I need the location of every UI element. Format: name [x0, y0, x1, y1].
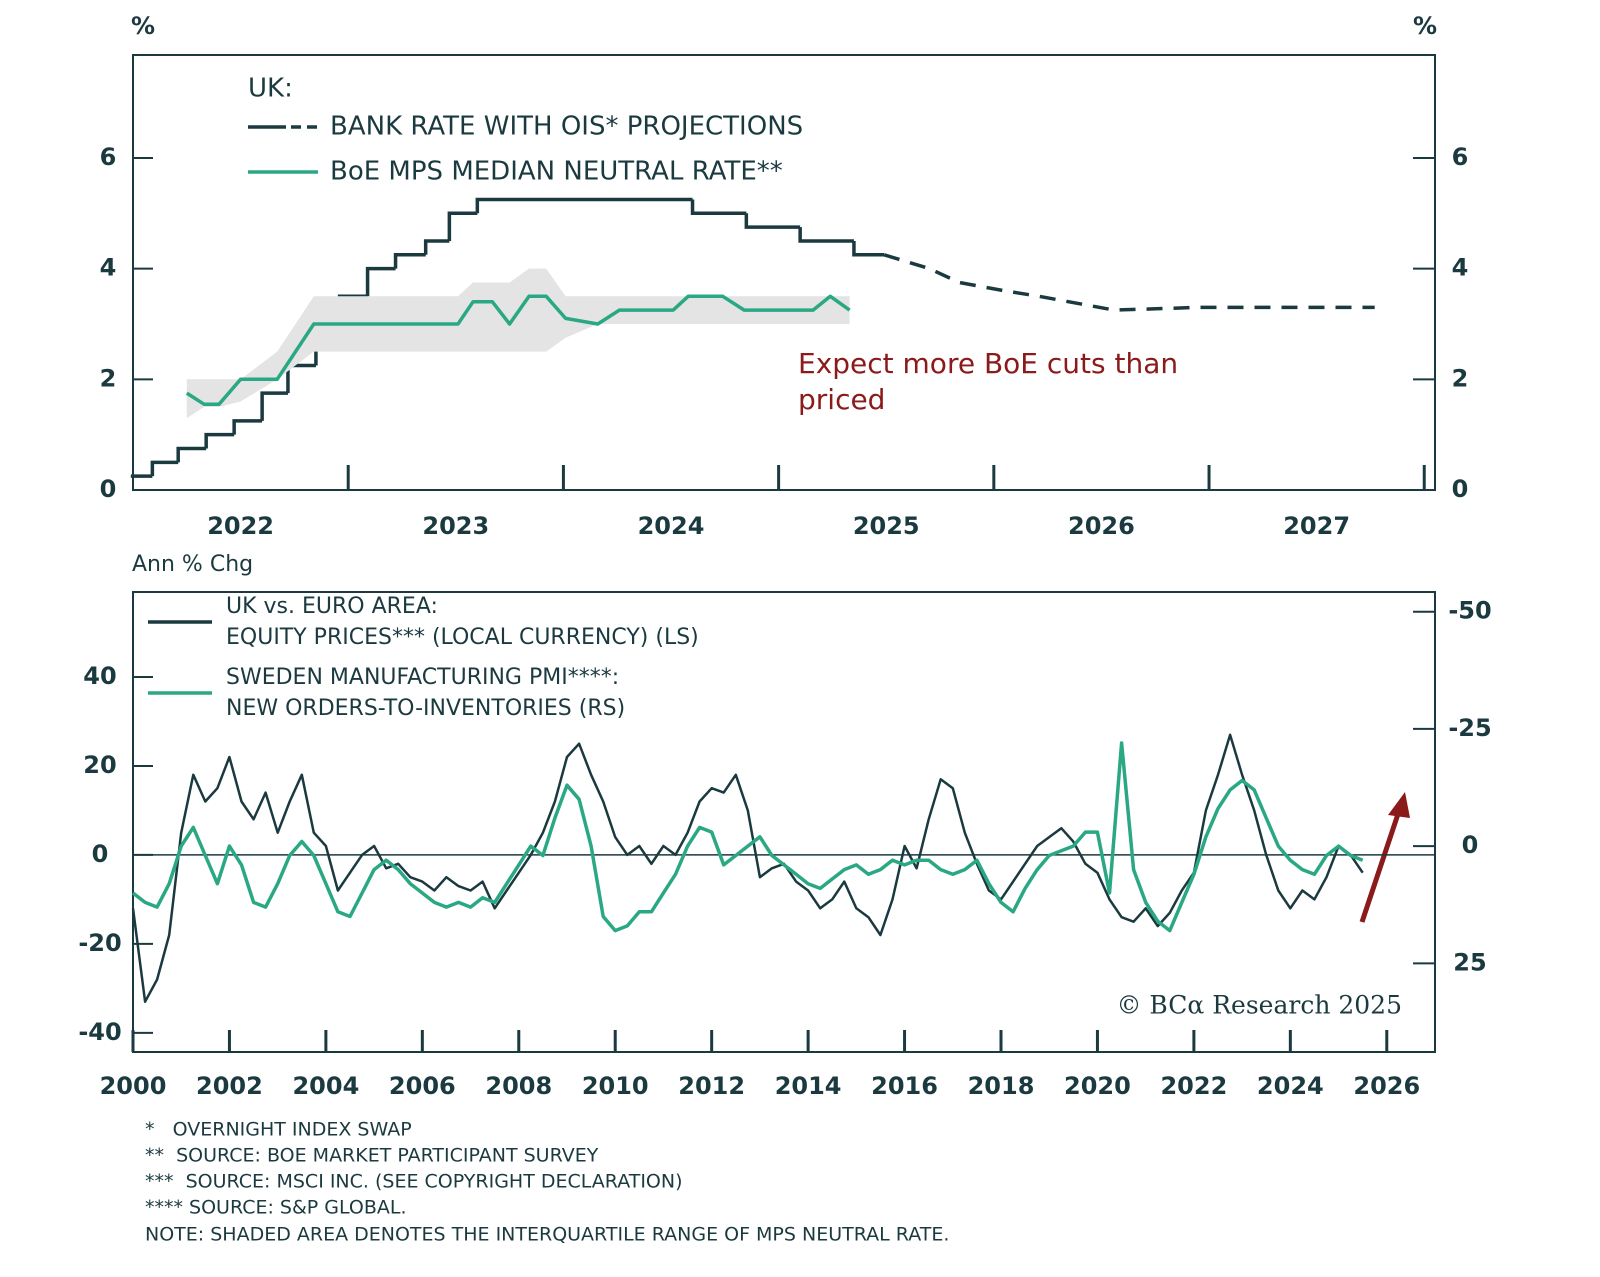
x-tick-label: 2010: [582, 1072, 649, 1100]
series-line: [185, 294, 851, 406]
y-tick-label: -20: [78, 929, 121, 957]
x-tick-label: 2000: [100, 1072, 167, 1100]
series-line: [131, 733, 1364, 1003]
x-tick-label: 2006: [389, 1072, 456, 1100]
x-tick-label: 2026: [1068, 512, 1135, 540]
step-segment: [176, 446, 207, 463]
y2-tick-label: -25: [1448, 714, 1491, 742]
arrow-shaft: [1359, 807, 1403, 923]
legend-label: SWEDEN MANUFACTURING PMI****:: [226, 665, 619, 690]
y-tick-label: 20: [83, 751, 116, 779]
footnote: **** SOURCE: S&P GLOBAL.: [145, 1197, 407, 1219]
y2-tick-label: 0: [1462, 831, 1479, 859]
y2-tick-label: 2: [1452, 364, 1469, 392]
y2-tick-label: 6: [1452, 143, 1469, 171]
y2-tick-label: -50: [1448, 597, 1491, 625]
y-tick-label: 4: [100, 254, 117, 282]
legend-label: UK vs. EURO AREA:: [226, 594, 438, 619]
step-segment: [744, 213, 801, 229]
legend-title: UK:: [248, 74, 293, 104]
x-tick-label: 2024: [638, 512, 705, 540]
annotation: Expect more BoE cuts than: [798, 347, 1178, 380]
step-segment: [365, 266, 396, 297]
x-tick-label: 2012: [678, 1072, 745, 1100]
x-tick-label: 2023: [422, 512, 489, 540]
y-tick-label: 0: [92, 840, 109, 868]
step-segment: [852, 240, 885, 257]
y-axis-label: Ann % Chg: [132, 552, 253, 577]
top-frame: [132, 54, 1436, 491]
x-tick-label: 2002: [196, 1072, 263, 1100]
step-segment: [393, 253, 426, 269]
annotation: priced: [798, 383, 885, 416]
step-segment: [260, 391, 288, 421]
step-segment: [286, 363, 316, 394]
y-tick-label: 2: [100, 364, 117, 392]
y-tick-label: 0: [100, 475, 117, 503]
x-tick-label: 2014: [775, 1072, 842, 1100]
step-segment: [798, 227, 854, 243]
legend-label: NEW ORDERS-TO-INVENTORIES (RS): [226, 696, 625, 721]
x-tick-label: 2022: [207, 512, 274, 540]
x-tick-label: 2020: [1064, 1072, 1131, 1100]
step-segment: [475, 197, 693, 214]
x-tick-label: 2016: [871, 1072, 938, 1100]
footnote: *** SOURCE: MSCI INC. (SEE COPYRIGHT DEC…: [145, 1171, 683, 1193]
step-segment: [232, 419, 263, 435]
legend-label: EQUITY PRICES*** (LOCAL CURRENCY) (LS): [226, 625, 699, 650]
x-tick-label: 2008: [485, 1072, 552, 1100]
y2-tick-label: 4: [1452, 254, 1469, 282]
arrow-head: [1388, 792, 1410, 818]
x-tick-label: 2027: [1283, 512, 1350, 540]
y-tick-label: 6: [100, 143, 117, 171]
y-tick-label: 40: [83, 662, 116, 690]
credit: © BCα Research 2025: [1116, 991, 1402, 1020]
x-tick-label: 2025: [853, 512, 920, 540]
step-segment: [204, 432, 235, 449]
step-segment: [150, 460, 179, 477]
x-tick-label: 2004: [292, 1072, 359, 1100]
y-tick-label: -40: [78, 1018, 121, 1046]
x-tick-label: 2026: [1353, 1072, 1420, 1100]
footnote: NOTE: SHADED AREA DENOTES THE INTERQUART…: [145, 1224, 949, 1246]
interquartile-band: [186, 268, 850, 419]
x-tick-label: 2024: [1257, 1072, 1324, 1100]
footnote: ** SOURCE: BOE MARKET PARTICIPANT SURVEY: [145, 1145, 599, 1167]
bottom-frame: [132, 591, 1436, 1053]
legend-label: BANK RATE WITH OIS* PROJECTIONS: [330, 112, 803, 142]
x-tick-label: 2018: [968, 1072, 1035, 1100]
y2-tick-label: 0: [1452, 475, 1469, 503]
x-tick-label: 2022: [1160, 1072, 1227, 1100]
projection-line: [883, 253, 1375, 312]
step-segment: [447, 211, 478, 241]
legend-label: BoE MPS MEDIAN NEUTRAL RATE**: [330, 157, 783, 187]
series-line: [131, 741, 1364, 933]
y-unit-left: %: [131, 12, 155, 40]
footnote: * OVERNIGHT INDEX SWAP: [145, 1119, 412, 1141]
y2-tick-label: 25: [1453, 948, 1486, 976]
step-segment: [690, 199, 747, 216]
y-unit-right: %: [1413, 12, 1437, 40]
step-segment: [423, 239, 450, 255]
